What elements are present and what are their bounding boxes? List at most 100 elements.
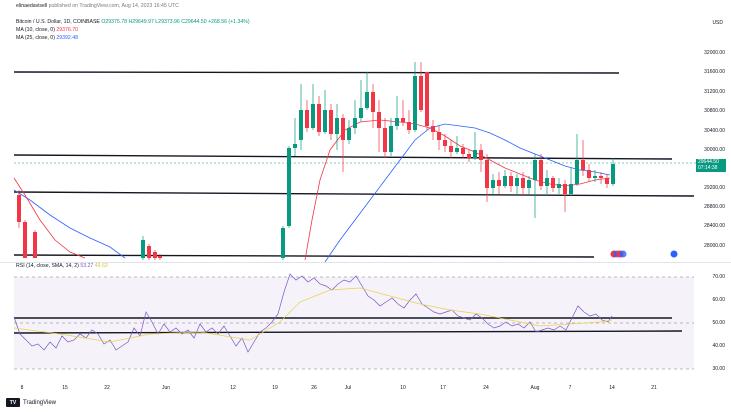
time-axis-tick: 14 — [609, 385, 615, 391]
rsi-line — [13, 273, 613, 353]
price-axis-tick: 28000.00 — [704, 243, 725, 249]
time-axis-tick: 22 — [104, 385, 110, 391]
price-axis-tick: 28800.00 — [704, 204, 725, 210]
candle-body — [575, 160, 579, 184]
ohlc-values: O29375.78 H29649.97 L29373.96 C29644.50 … — [101, 19, 250, 25]
price-axis-tick: 30000.00 — [704, 147, 725, 153]
rsi-legend[interactable]: RSI (14, close, SMA, 14, 2) 53.27 49.63 — [16, 263, 108, 269]
candle-body — [158, 256, 162, 258]
candle-body — [317, 104, 321, 132]
bar-countdown: 07:14:38 — [698, 165, 718, 171]
price-axis-tick: 30800.00 — [704, 108, 725, 114]
candle-body — [383, 128, 387, 152]
pane-separator[interactable] — [0, 262, 731, 263]
published-info: published on TradingView.com, Aug 14, 20… — [48, 3, 179, 9]
time-axis-tick: 8 — [20, 385, 24, 391]
ma2-legend[interactable]: MA (25, close, 0) 29392.48 — [16, 35, 78, 42]
candle-body — [365, 92, 369, 108]
candle-body — [485, 160, 489, 188]
ma1-legend[interactable]: MA (10, close, 0) 29376.70 — [16, 27, 78, 34]
rsi-ma-line — [13, 287, 613, 343]
candle-body — [17, 195, 21, 222]
time-axis-tick: Jul — [344, 385, 352, 391]
candle-body — [497, 180, 501, 186]
time-axis-tick: 21 — [651, 385, 657, 391]
support-line — [13, 191, 695, 197]
footer: TV TradingView — [6, 398, 56, 407]
candle-body — [329, 110, 333, 134]
candle-body — [509, 176, 513, 186]
candle-body — [419, 76, 423, 110]
rsi-axis-tick: 60.00 — [712, 297, 725, 303]
candle-body — [593, 176, 597, 178]
time-axis-tick: 12 — [230, 385, 236, 391]
symbol-row: Bitcoin / U.S. Dollar, 1D, COINBASE O293… — [16, 19, 250, 26]
price-axis-tick: 32000.00 — [704, 50, 725, 56]
candle-body — [347, 128, 351, 140]
rsi-axis-tick: 70.00 — [712, 274, 725, 280]
time-axis-tick: 10 — [400, 385, 406, 391]
candle-body — [299, 110, 303, 140]
candle-body — [401, 118, 405, 122]
candle-body — [341, 118, 345, 140]
candle-body — [521, 178, 525, 188]
candle-body — [473, 150, 477, 158]
time-axis-tick: 24 — [483, 385, 489, 391]
rsi-value: 53.27 — [80, 263, 94, 269]
candle-body — [293, 144, 297, 148]
rsi-axis-tick: 40.00 — [712, 343, 725, 349]
rsi-ma-value: 49.63 — [94, 263, 108, 269]
candle-body — [515, 178, 519, 186]
ma10-line — [13, 177, 86, 259]
events-icon[interactable] — [608, 248, 688, 260]
candle-body — [353, 118, 357, 128]
candle-body — [443, 140, 447, 146]
candle-body — [377, 112, 381, 128]
time-axis-tick: 17 — [440, 385, 446, 391]
tradingview-logo-icon[interactable]: TV — [6, 398, 20, 407]
candle-body — [141, 240, 145, 258]
candle-body — [437, 132, 441, 140]
candle-body — [311, 104, 315, 128]
candle-body — [545, 178, 549, 186]
rsi-pane[interactable] — [0, 262, 731, 380]
candle-body — [147, 246, 151, 258]
candle-body — [527, 180, 531, 188]
candle-body — [605, 178, 609, 184]
candle-body — [323, 110, 327, 132]
candle-body — [389, 126, 393, 152]
candle-body — [305, 110, 309, 128]
rsi-axis-tick: 50.00 — [712, 320, 725, 326]
ma25-line — [13, 189, 126, 259]
candle-body — [335, 118, 339, 134]
candle-body — [395, 118, 399, 126]
price-chart[interactable] — [0, 0, 731, 262]
rsi-axis-tick: 30.00 — [712, 366, 725, 372]
symbol-title[interactable]: Bitcoin / U.S. Dollar, 1D, COINBASE — [16, 19, 100, 25]
candle-body — [407, 122, 411, 130]
candle-body — [413, 76, 417, 130]
candle-body — [539, 160, 543, 186]
candle-body — [425, 72, 429, 126]
candle-body — [611, 164, 615, 184]
candle-body — [587, 170, 591, 178]
author-name: elinaedavisell — [16, 3, 48, 9]
candle-body — [557, 184, 561, 188]
ma1-value: 29376.70 — [56, 27, 79, 33]
candle-body — [491, 180, 495, 188]
candle-body — [461, 148, 465, 154]
rsi-lower-trendline — [13, 330, 683, 334]
candle-body — [503, 176, 507, 186]
resistance-line — [13, 71, 620, 74]
time-axis-tick: 15 — [62, 385, 68, 391]
time-axis-tick: 7 — [568, 385, 572, 391]
candle-body — [563, 184, 567, 194]
candle-body — [551, 178, 555, 188]
ma2-value: 29392.48 — [56, 35, 79, 41]
candle-body — [599, 176, 603, 178]
candle-body — [33, 232, 37, 258]
candle-body — [153, 252, 157, 258]
price-axis-tick: 31200.00 — [704, 89, 725, 95]
last-price-tag: 29644.50 07:14:38 — [696, 159, 726, 172]
